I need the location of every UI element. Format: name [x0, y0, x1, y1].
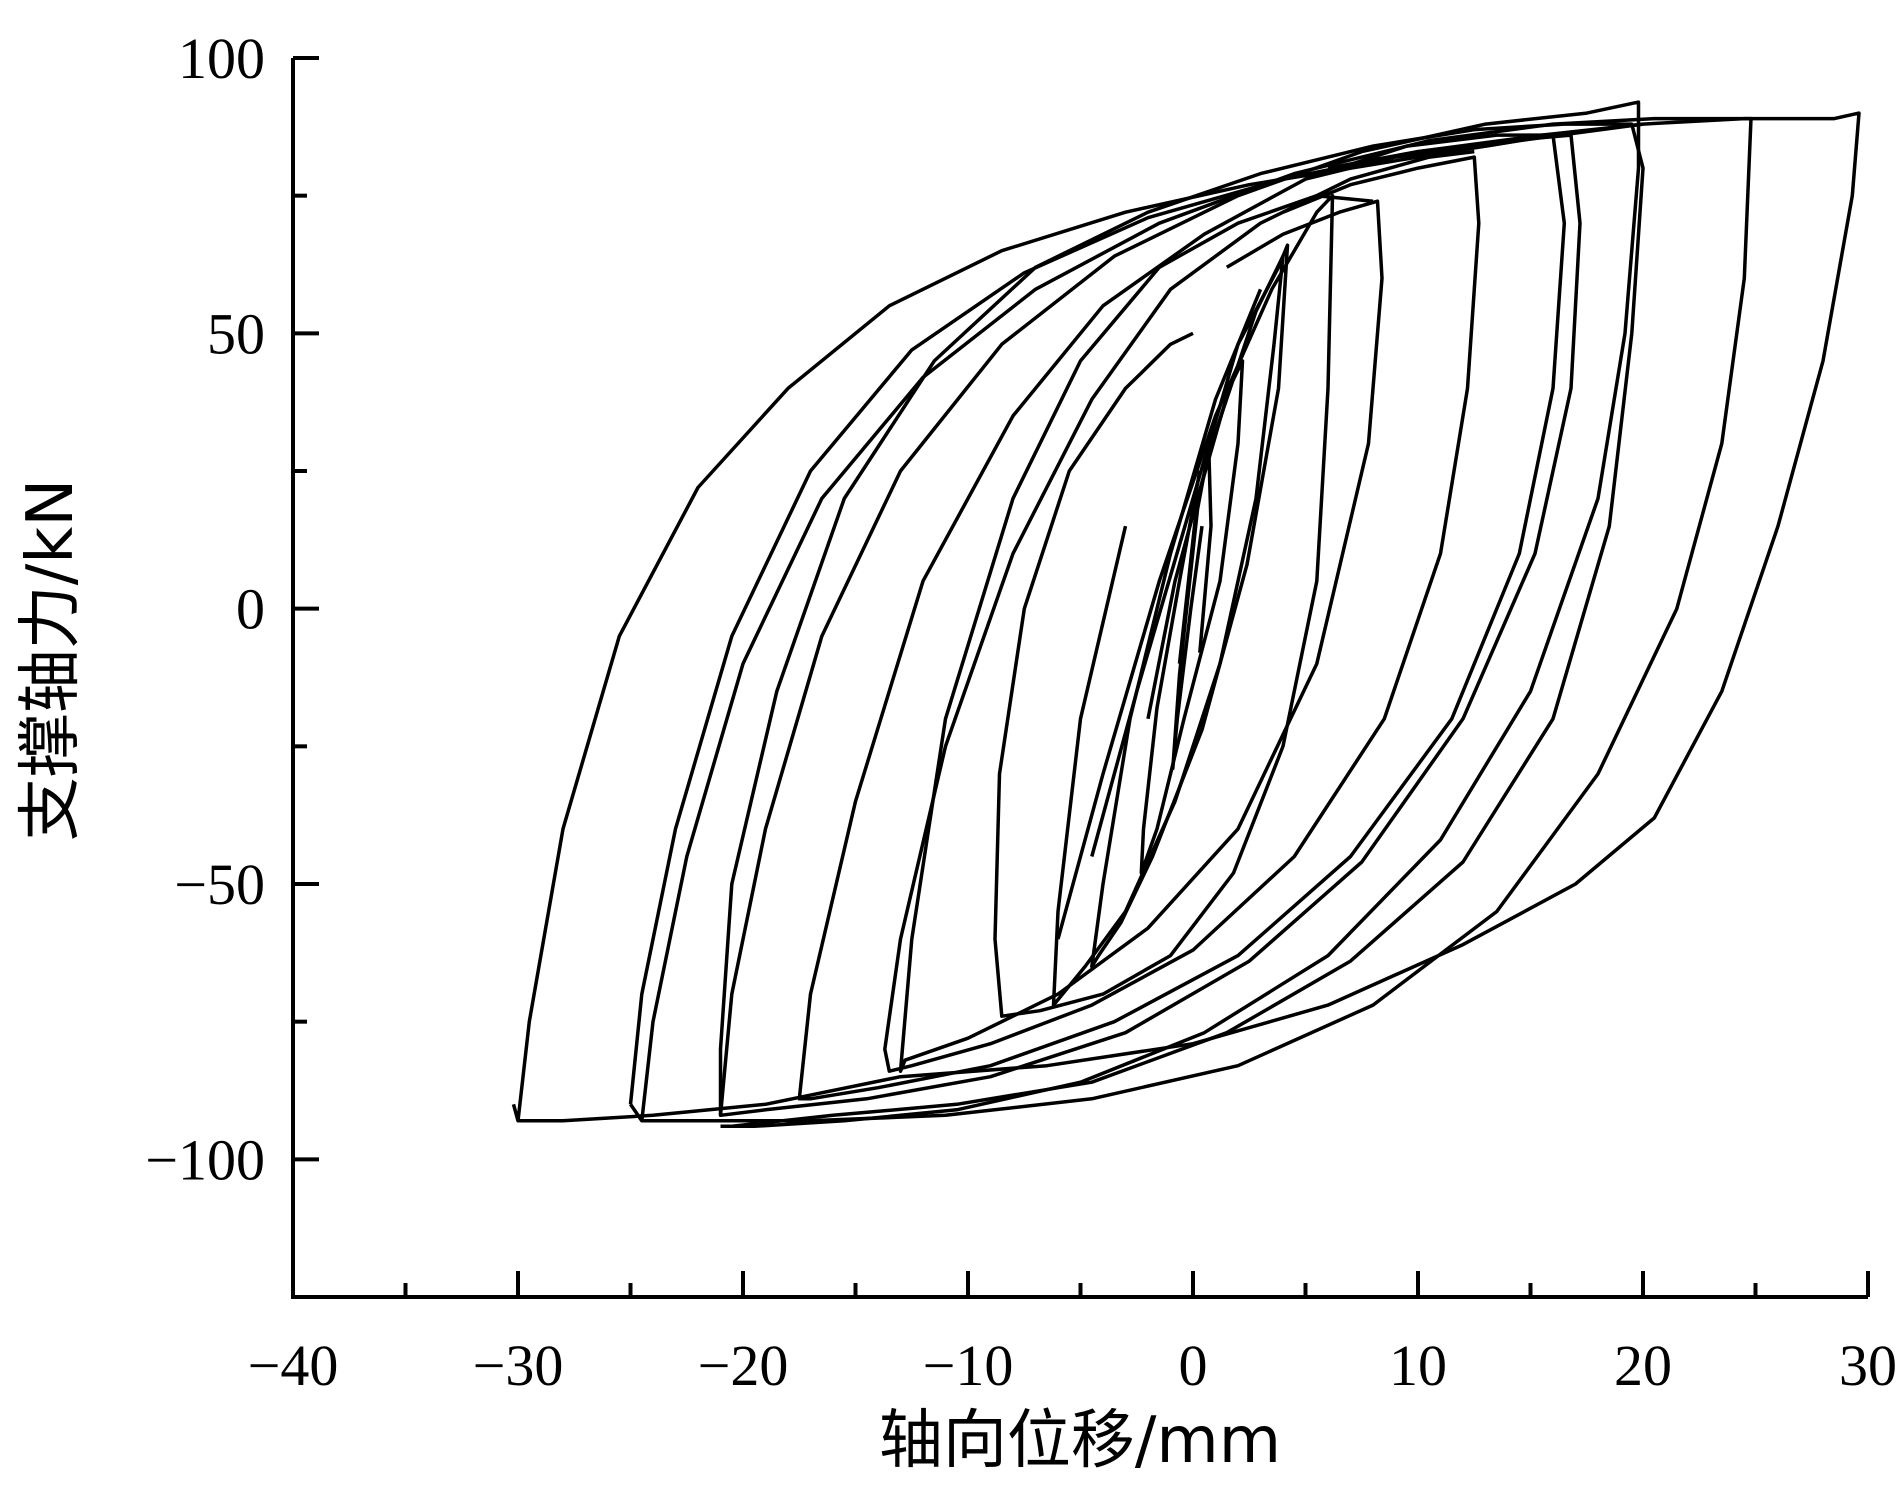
hysteresis-loop: [628, 122, 1644, 1105]
hysteresis-loop: [883, 149, 1481, 1073]
x-tick-label: 0: [1179, 1333, 1208, 1398]
x-tick-label: 30: [1839, 1333, 1897, 1398]
hysteresis-loop: [511, 111, 1861, 1123]
x-tick-label: −20: [698, 1333, 789, 1398]
x-tick-label: −40: [248, 1333, 339, 1398]
hysteresis-loop: [797, 133, 1567, 1101]
hysteresis-loop: [898, 193, 1384, 1073]
x-tick-label: 10: [1389, 1333, 1447, 1398]
y-axis-title: 支撑轴力/kN: [14, 479, 88, 842]
x-tick-label: 20: [1614, 1333, 1672, 1398]
x-tick-label: −30: [473, 1333, 564, 1398]
y-tick-label: −100: [145, 1127, 265, 1192]
hysteresis-loop: [993, 193, 1335, 1018]
hysteresis-loop: [1171, 447, 1213, 771]
hysteresis-loop: [718, 122, 1645, 1129]
y-axis-ticks: −100 −50 0 50 100: [145, 26, 319, 1299]
y-tick-label: 100: [178, 26, 265, 91]
y-tick-label: −50: [174, 852, 265, 917]
hysteresis-loop: [1051, 254, 1285, 1007]
y-tick-label: 50: [207, 301, 265, 366]
hysteresis-loops: [511, 100, 1861, 1129]
x-tick-label: −10: [923, 1333, 1014, 1398]
hysteresis-loop: [718, 100, 1641, 1129]
x-axis-ticks: −40 −30 −20 −10 0 10 20 30: [248, 1271, 1897, 1398]
y-tick-label: 0: [236, 577, 265, 642]
x-axis-title: 轴向位移/mm: [879, 1404, 1281, 1478]
